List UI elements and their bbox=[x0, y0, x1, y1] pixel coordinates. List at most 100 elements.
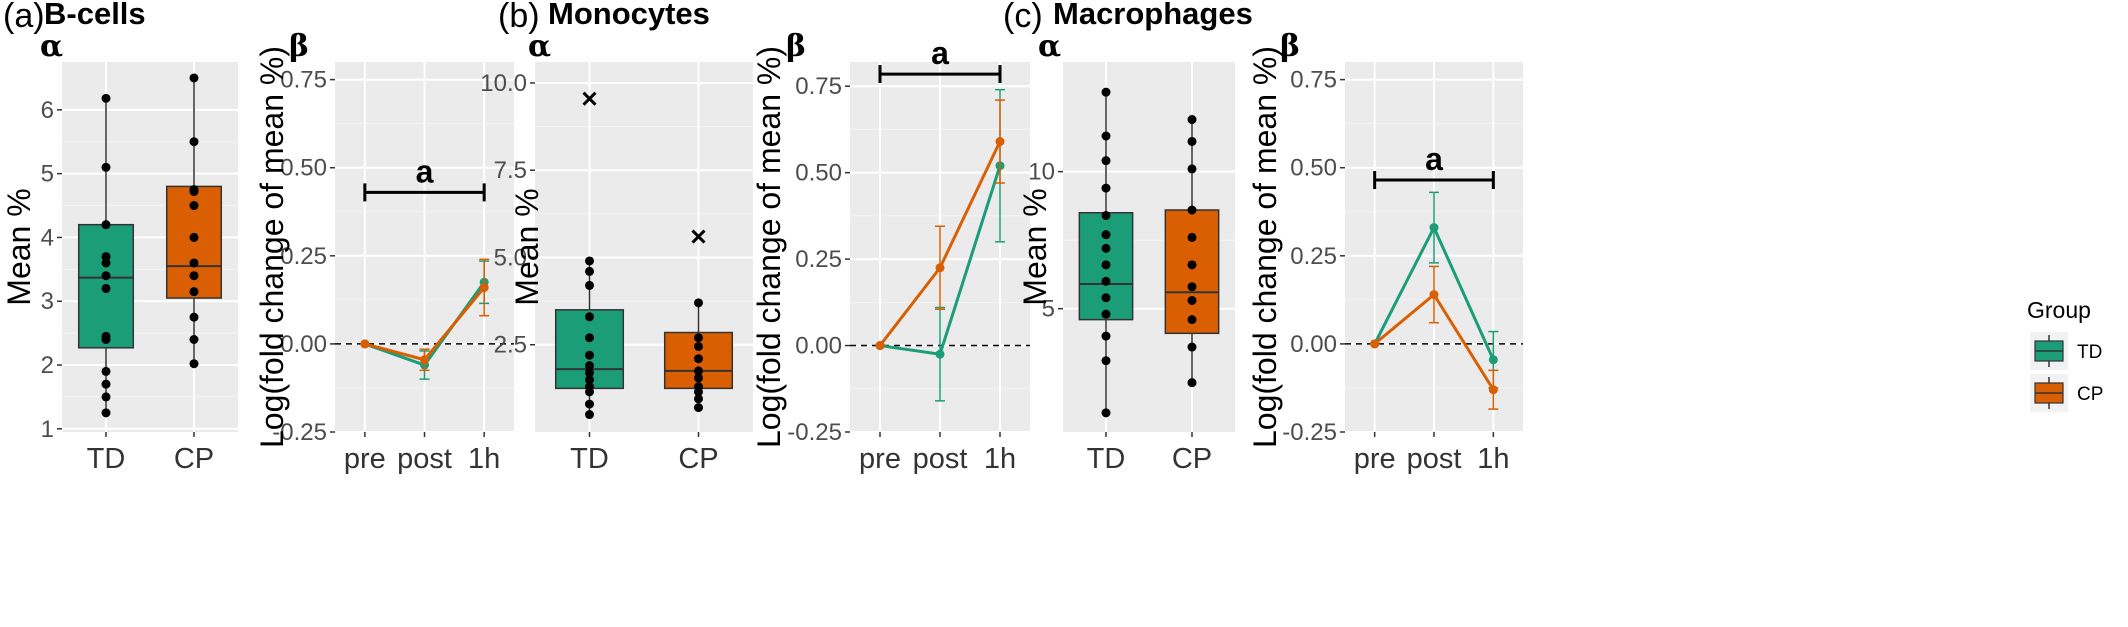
panel-lineplot: β -0.25 0.00 0.25 0.50 0.75 pre post 1h Log(fold … bbox=[254, 29, 514, 475]
y-tick-label: -0.25 bbox=[787, 419, 842, 446]
box-cp bbox=[1164, 209, 1220, 335]
panel-sub-label: β bbox=[289, 29, 309, 64]
x-tick-label: CP bbox=[1172, 443, 1212, 475]
x-tick-label: 1h bbox=[468, 443, 500, 475]
y-tick-label: 0.00 bbox=[1290, 331, 1337, 358]
data-point bbox=[1187, 295, 1197, 305]
y-axis-label: Log(fold change of mean %) bbox=[254, 46, 290, 448]
y-tick-label: 0.50 bbox=[1290, 155, 1337, 182]
y-tick-label: 0.75 bbox=[280, 67, 327, 94]
y-tick-label: 0.50 bbox=[280, 155, 327, 182]
x-tick-label: CP bbox=[678, 443, 718, 475]
y-tick-label: 2.5 bbox=[494, 332, 527, 359]
data-point bbox=[1187, 315, 1197, 325]
significance-label: a bbox=[1425, 141, 1443, 177]
series-point-cp bbox=[995, 137, 1005, 147]
y-tick-label: 7.5 bbox=[494, 157, 527, 184]
data-point bbox=[189, 312, 199, 322]
x-tick-label: pre bbox=[344, 443, 386, 475]
data-point bbox=[189, 185, 199, 195]
data-point bbox=[585, 361, 594, 371]
data-point bbox=[585, 350, 594, 360]
series-point-td bbox=[935, 349, 945, 359]
y-tick-label: 5 bbox=[41, 161, 54, 188]
data-point bbox=[1187, 164, 1197, 174]
data-point bbox=[1101, 243, 1111, 253]
x-tick-label: TD bbox=[1087, 443, 1126, 475]
series-point-cp bbox=[1429, 290, 1439, 300]
data-point bbox=[101, 366, 111, 376]
series-point-cp bbox=[479, 283, 489, 293]
panel-letter: (c) bbox=[1003, 0, 1043, 35]
data-point bbox=[694, 403, 703, 413]
data-point bbox=[694, 354, 703, 364]
data-point bbox=[585, 375, 594, 385]
data-point bbox=[585, 410, 594, 420]
y-tick-label: 0.25 bbox=[1290, 243, 1337, 270]
data-point bbox=[1187, 282, 1197, 292]
data-point bbox=[101, 220, 111, 230]
data-point bbox=[694, 333, 703, 343]
data-point bbox=[694, 298, 703, 308]
panel-sub-label: α bbox=[528, 29, 551, 64]
data-point bbox=[585, 333, 594, 343]
y-tick-label: 3 bbox=[41, 288, 54, 315]
series-point-cp bbox=[1488, 385, 1498, 395]
x-tick-label: pre bbox=[859, 443, 901, 475]
data-point bbox=[585, 368, 594, 378]
legend-title: Group bbox=[2027, 297, 2091, 323]
series-point-cp bbox=[1370, 339, 1380, 349]
series-point-cp bbox=[875, 341, 885, 351]
y-tick-label: 1 bbox=[41, 416, 54, 443]
y-tick-label: 0.50 bbox=[795, 160, 842, 187]
y-axis-label: Mean % bbox=[1017, 188, 1053, 305]
significance-label: a bbox=[416, 153, 434, 189]
y-tick-label: 6 bbox=[41, 97, 54, 124]
y-axis-label: Mean % bbox=[509, 188, 545, 305]
data-point bbox=[1101, 131, 1111, 141]
data-point bbox=[585, 266, 594, 276]
series-point-td bbox=[1429, 223, 1439, 233]
y-axis-label: Mean % bbox=[1, 188, 37, 305]
data-point bbox=[189, 335, 199, 344]
data-point bbox=[101, 93, 111, 103]
panel-lineplot: β -0.25 0.00 0.25 0.50 0.75 pre post 1h Log(fold … bbox=[751, 29, 1030, 475]
data-point bbox=[1187, 378, 1197, 388]
series-point-td bbox=[1488, 355, 1498, 365]
data-point bbox=[1187, 342, 1197, 352]
legend-label: CP bbox=[2077, 384, 2103, 405]
data-point bbox=[1187, 260, 1197, 270]
data-point bbox=[1101, 87, 1111, 97]
data-point bbox=[1101, 183, 1111, 193]
data-point bbox=[1187, 205, 1197, 215]
panel-sub-label: β bbox=[786, 29, 806, 64]
data-point bbox=[1101, 356, 1111, 366]
y-tick-label: 5 bbox=[1042, 296, 1055, 323]
panel-sub-label: β bbox=[1280, 29, 1300, 64]
data-point bbox=[1101, 210, 1111, 220]
y-tick-label: 0.25 bbox=[280, 243, 327, 270]
series-point-cp bbox=[420, 355, 429, 365]
data-point bbox=[585, 256, 594, 266]
x-tick-label: TD bbox=[87, 443, 126, 475]
legend-label: TD bbox=[2077, 342, 2102, 363]
data-point bbox=[585, 399, 594, 409]
y-tick-label: 2 bbox=[41, 352, 54, 379]
x-tick-label: 1h bbox=[984, 443, 1016, 475]
y-tick-label: 10.0 bbox=[480, 70, 527, 97]
data-point bbox=[585, 312, 594, 322]
data-point bbox=[189, 232, 199, 242]
legend: Group TD CP bbox=[2027, 297, 2103, 412]
data-point bbox=[585, 382, 594, 392]
x-tick-label: post bbox=[913, 443, 968, 475]
outlier-marker bbox=[582, 91, 597, 106]
data-point bbox=[101, 258, 111, 268]
data-point bbox=[1101, 260, 1111, 270]
data-point bbox=[189, 359, 199, 369]
x-tick-label: CP bbox=[174, 443, 214, 475]
data-point bbox=[101, 331, 111, 341]
data-point bbox=[1101, 309, 1111, 319]
